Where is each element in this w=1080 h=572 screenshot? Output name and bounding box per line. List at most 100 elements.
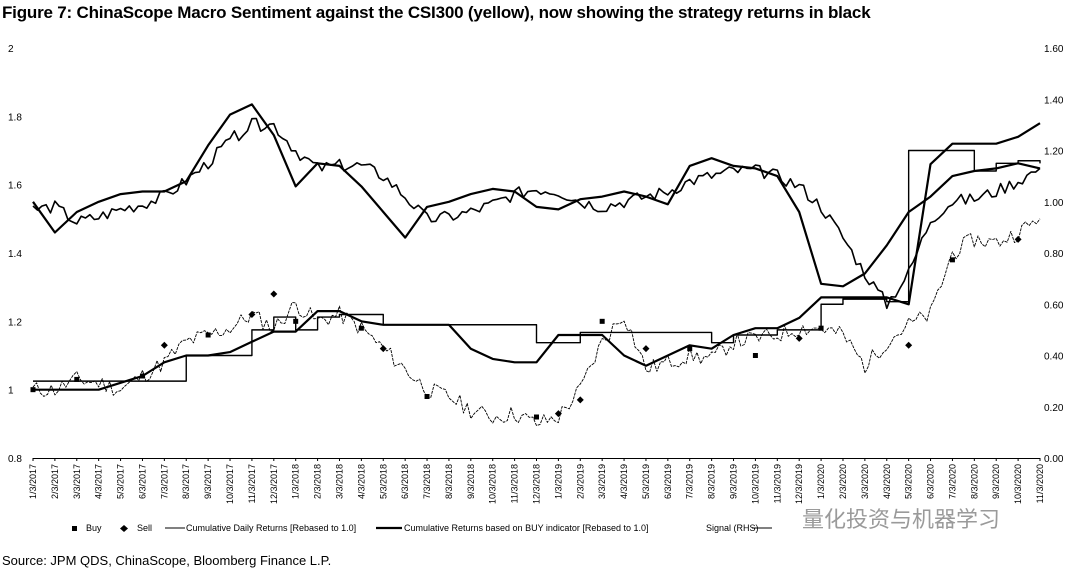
x-tick-label: 3/3/2019 [597,464,607,499]
x-tick-label: 2/3/2018 [313,464,323,499]
x-tick-label: 1/3/2017 [28,464,38,499]
y-right-tick-label: 1.00 [1044,198,1064,209]
x-tick-label: 11/3/2017 [247,464,257,503]
chart-axes: 0.8 1 1.2 1.4 1.6 1.8 2 0.00 0.20 0.40 0.60 0.80 1.0… [8,44,1064,504]
x-tick-label: 7/3/2019 [685,464,695,499]
y-left-tick-label: 0.8 [8,454,22,465]
y-left-tick-label: 1.6 [8,181,22,192]
sell-marker [1014,235,1022,243]
x-tick-label: 7/3/2017 [159,464,169,499]
buy-marker [687,346,693,352]
y-left-tick-label: 1.4 [8,249,22,260]
x-tick-label: 2/3/2019 [575,464,585,499]
legend-signal-label: Signal (RHS) [706,523,759,533]
x-tick-label: 5/3/2020 [904,464,914,499]
x-tick-label: 1/3/2020 [816,464,826,499]
x-tick-label: 10/3/2019 [750,464,760,504]
legend-sell-swatch [120,525,128,532]
x-tick-label: 2/3/2017 [50,464,60,499]
x-tick-label: 6/3/2017 [137,464,147,499]
sell-marker [379,345,387,353]
x-tick-label: 12/3/2017 [269,464,279,504]
y-left-tick-label: 1 [8,386,14,397]
series-cumulative-returns-based-on-buy-indicator-rebased-to-1-0 [33,122,1041,391]
y-right-tick-label: 1.40 [1044,95,1064,106]
x-tick-label: 8/3/2018 [444,464,454,499]
y-right-tick-label: 0.60 [1044,300,1064,311]
buy-marker [205,332,211,338]
buy-marker [293,318,299,324]
x-tick-label: 3/3/2020 [860,464,870,499]
buy-marker [139,373,145,379]
x-tick-label: 10/3/2017 [225,464,235,504]
legend-sell-label: Sell [137,523,152,533]
figure-title: Figure 7: ChinaScope Macro Sentiment aga… [2,3,871,22]
legend-buyreturns-label: Cumulative Returns based on BUY indicato… [404,523,648,533]
x-tick-label: 8/3/2020 [969,464,979,499]
x-tick-label: 11/3/2020 [1035,464,1045,503]
series-csi300 [32,103,1041,288]
x-tick-label: 9/3/2019 [729,464,739,499]
source-note: Source: JPM QDS, ChinaScope, Bloomberg F… [2,553,332,568]
watermark: 量化投资与机器学习 [802,507,1000,532]
x-tick-label: 7/3/2020 [947,464,957,499]
sell-marker [642,345,650,353]
y-right-tick-label: 1.60 [1044,44,1064,55]
x-tick-label: 1/3/2019 [553,464,563,499]
x-tick-label: 2/3/2020 [838,464,848,499]
series-macro-sentiment [32,117,1041,310]
buy-marker [424,394,430,399]
sell-marker [905,341,913,349]
buy-marker [599,318,605,324]
legend: Buy Sell Cumulative Daily Returns [Rebased… [72,523,772,533]
legend-daily-label: Cumulative Daily Returns [Rebased to 1.0… [186,523,356,533]
y-right-tick-label: 1.20 [1044,147,1064,158]
sell-marker [248,311,256,318]
series-signal-rhs [33,149,1041,382]
x-tick-label: 5/3/2018 [378,464,388,499]
y-right-tick-label: 0.80 [1044,249,1064,260]
x-tick-label: 5/3/2017 [116,464,126,499]
x-tick-label: 6/3/2020 [926,464,936,499]
buy-marker [949,257,955,263]
x-tick-label: 3/3/2018 [334,464,344,499]
sell-marker [554,410,562,418]
x-tick-label: 4/3/2018 [356,464,366,499]
x-tick-label: 8/3/2019 [707,464,717,499]
x-tick-label: 12/3/2019 [794,464,804,504]
buy-marker [74,376,80,382]
x-tick-label: 1/3/2018 [291,464,301,499]
sell-marker [270,290,278,298]
y-right-tick-label: 0.00 [1044,454,1064,465]
y-left-tick-label: 2 [8,44,14,55]
x-tick-label: 4/3/2020 [882,464,892,499]
legend-buy-swatch [72,526,77,531]
buy-marker [534,414,539,420]
sell-marker [576,396,584,404]
buy-marker [818,325,824,331]
series-cumulative-daily-returns-rebased-to-1-0 [32,218,1041,427]
x-tick-label: 12/3/2018 [532,464,542,504]
buy-marker [30,387,36,393]
x-tick-label: 5/3/2019 [641,464,651,499]
x-tick-label: 9/3/2020 [991,464,1001,499]
x-tick-label: 4/3/2017 [94,464,104,499]
x-tick-label: 11/3/2018 [510,464,520,503]
buy-marker [752,353,758,358]
x-tick-label: 9/3/2018 [466,464,476,499]
buy-marker [358,325,364,331]
x-tick-label: 10/3/2020 [1013,464,1023,504]
sell-marker [795,334,803,342]
y-left-tick-label: 1.8 [8,112,22,123]
y-right-tick-label: 0.20 [1044,403,1064,414]
sell-marker [160,341,168,349]
x-tick-label: 9/3/2017 [203,464,213,499]
x-tick-label: 11/3/2019 [772,464,782,503]
legend-buy-label: Buy [86,523,102,533]
x-tick-label: 8/3/2017 [181,464,191,499]
markers-layer [30,235,1022,420]
x-tick-label: 3/3/2017 [72,464,82,499]
x-tick-label: 4/3/2019 [619,464,629,499]
x-tick-label: 7/3/2018 [422,464,432,499]
